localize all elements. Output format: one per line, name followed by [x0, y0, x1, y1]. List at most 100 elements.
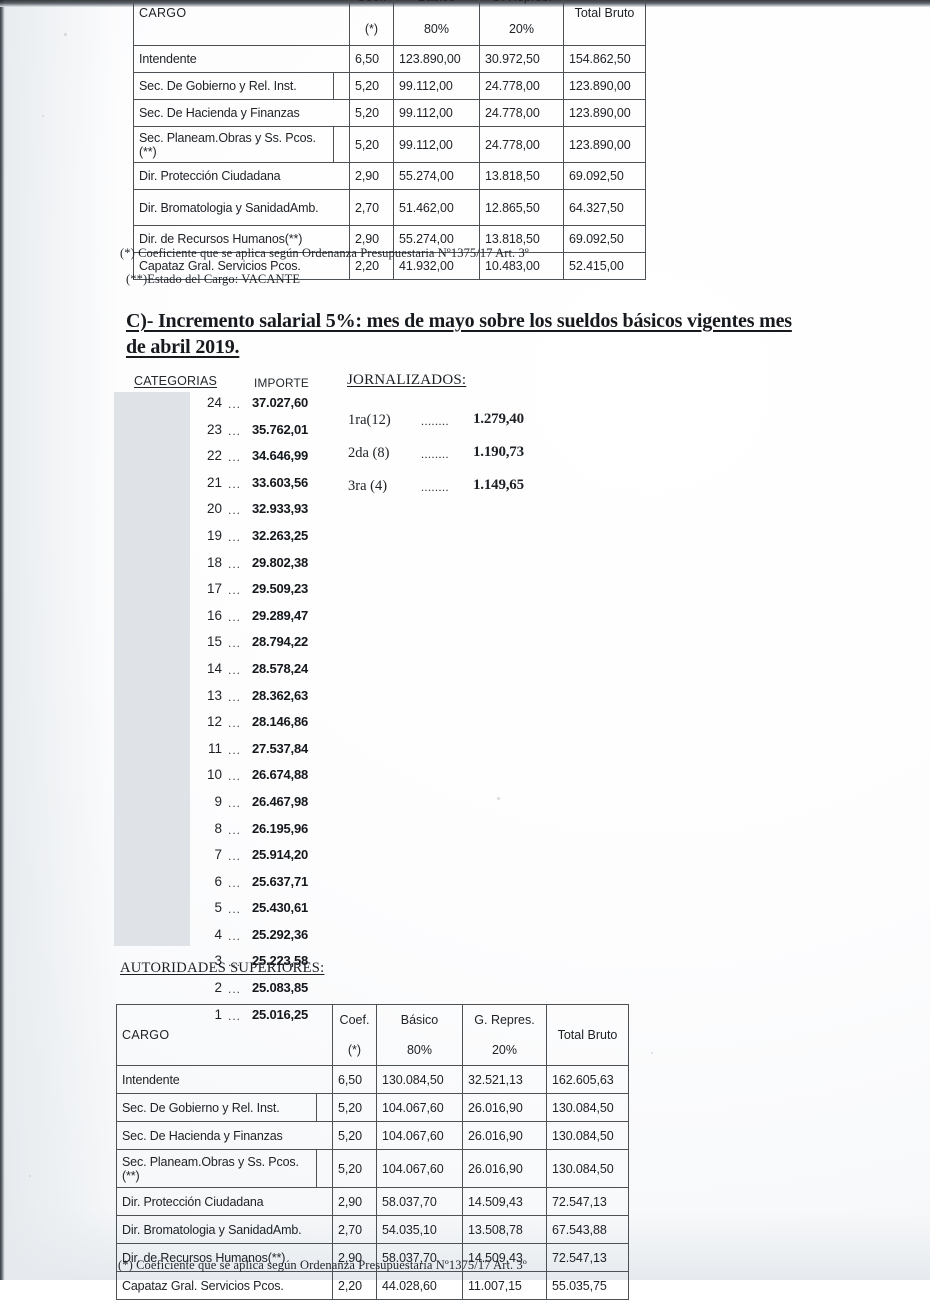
list-item: 7 ... 25.914,20 [128, 844, 328, 871]
leader-dots: ... [228, 928, 242, 943]
header-total-bruto: Total Bruto [563, 0, 646, 46]
cell-repres: 24.778,00 [479, 126, 564, 163]
leader-dots: ... [228, 476, 242, 491]
jornalizados-rows: 1ra(12) ........ 1.279,40 2da (8) ......… [347, 411, 577, 511]
table-row: Sec. De Gobierno y Rel. Inst. 5,20 99.11… [133, 72, 646, 100]
list-item: 4 ... 25.292,36 [128, 924, 328, 951]
categoria-number: 10 [206, 767, 222, 783]
table-row-header-top: CARGO Coef. Básico G. Repres. Total Brut… [133, 0, 646, 46]
jornalizado-label: 2da (8) [348, 445, 390, 461]
leader-dots: ... [228, 742, 242, 757]
categoria-number: 20 [206, 501, 222, 517]
importe-column-highlight [114, 392, 190, 946]
cell-cargo: Capataz Gral. Servicios Pcos. [133, 252, 350, 280]
table-row: Dir. de Recursos Humanos(**) 2,90 58.037… [116, 1243, 629, 1272]
categoria-importe: 26.467,98 [252, 793, 309, 809]
list-item: 2 ... 25.083,85 [128, 977, 328, 1004]
cell-basico: 130.084,50 [376, 1065, 463, 1094]
cell-cargo: Sec. De Hacienda y Finanzas [116, 1121, 333, 1150]
table-row: Sec. Planeam.Obras y Ss. Pcos.(**) 5,20 … [116, 1149, 629, 1188]
cell-coef: 2,70 [332, 1215, 377, 1244]
cell-basico: 58.037,70 [376, 1243, 463, 1272]
table-row: Dir. Bromatologia y SanidadAmb. 2,70 51.… [133, 189, 646, 226]
categoria-number: 16 [206, 607, 222, 623]
cell-basico: 41.932,00 [393, 252, 480, 280]
header-cargo: CARGO [133, 0, 350, 46]
cell-total: 130.084,50 [546, 1121, 629, 1150]
leader-dots: ... [228, 849, 242, 864]
table-row: Sec. De Gobierno y Rel. Inst. 5,20 104.0… [116, 1093, 629, 1122]
categoria-number: 9 [214, 793, 222, 809]
list-item: 23 ... 35.762,01 [128, 419, 328, 446]
leader-dots: ... [228, 955, 242, 970]
header-basico-pct: 80% [393, 13, 480, 46]
list-item: 22 ... 34.646,99 [128, 445, 328, 472]
cell-coef: 5,20 [349, 72, 394, 100]
categoria-importe: 28.794,22 [252, 634, 309, 650]
cell-total: 72.547,13 [546, 1243, 629, 1272]
table-row: Intendente 6,50 130.084,50 32.521,13 162… [116, 1065, 629, 1094]
cell-spacer [316, 1093, 333, 1122]
categoria-importe: 25.430,61 [252, 900, 309, 916]
jornalizado-value: 1.149,65 [473, 477, 524, 493]
header-coef-sub: (*) [349, 13, 394, 46]
header-coef: Coef. [349, 0, 394, 13]
categoria-importe: 25.637,71 [252, 873, 309, 889]
categoria-importe: 29.802,38 [252, 554, 309, 570]
cell-total: 123.890,00 [563, 99, 646, 127]
categoria-number: 6 [214, 873, 222, 889]
categoria-number: 12 [206, 714, 222, 730]
list-item: 2da (8) ........ 1.190,73 [347, 444, 577, 478]
leader-dots: ... [228, 636, 242, 651]
cell-basico: 58.037,70 [376, 1187, 463, 1216]
list-item: 1ra(12) ........ 1.279,40 [347, 411, 577, 445]
cell-spacer [316, 1149, 333, 1188]
categoria-number: 23 [206, 421, 222, 437]
categoria-importe: 32.933,93 [252, 501, 309, 517]
leader-dots: ... [228, 450, 242, 465]
cell-total: 154.862,50 [563, 45, 646, 73]
scan-speck [29, 1175, 31, 1177]
header-importe: IMPORTE [254, 376, 309, 390]
categorias-headers: CATEGORIAS IMPORTE [128, 374, 328, 392]
table-row: Dir. de Recursos Humanos(**) 2,90 55.274… [133, 225, 646, 253]
list-item: 6 ... 25.637,71 [128, 871, 328, 898]
header-basico-pct: 80% [376, 1035, 463, 1066]
cell-repres: 32.521,13 [462, 1065, 547, 1094]
cell-cargo: Intendente [133, 45, 350, 73]
header-coef-sub: (*) [332, 1035, 377, 1066]
list-item: 5 ... 25.430,61 [128, 897, 328, 924]
cell-cargo: Dir. Protección Ciudadana [116, 1187, 333, 1216]
cell-repres: 24.778,00 [479, 72, 564, 100]
cell-basico: 104.067,60 [376, 1121, 463, 1150]
cell-total: 130.084,50 [546, 1093, 629, 1122]
header-repres-pct: 20% [462, 1035, 547, 1066]
cell-coef: 2,90 [349, 162, 394, 190]
list-item: 24 ... 37.027,60 [128, 392, 328, 419]
categoria-importe: 37.027,60 [252, 395, 309, 410]
categoria-importe: 32.263,25 [252, 527, 309, 543]
leader-dots: ... [228, 902, 242, 917]
cell-basico: 99.112,00 [393, 72, 480, 100]
cell-coef: 2,70 [349, 189, 394, 226]
leader-dots: ... [228, 716, 242, 731]
categoria-number: 3 [214, 953, 222, 969]
leader-dots: ... [228, 875, 242, 890]
list-item: 17 ... 29.509,23 [128, 578, 328, 605]
categoria-importe: 35.762,01 [252, 421, 309, 437]
jornalizado-value: 1.190,73 [473, 444, 524, 460]
categoria-number: 8 [214, 820, 222, 836]
cell-total: 69.092,50 [563, 162, 646, 190]
list-item: 15 ... 28.794,22 [128, 631, 328, 658]
cell-basico: 123.890,00 [393, 45, 480, 73]
leader-dots: ... [228, 397, 242, 411]
cell-total: 64.327,50 [563, 189, 646, 226]
cell-repres: 11.007,15 [462, 1271, 547, 1300]
cell-total: 69.092,50 [563, 225, 646, 253]
list-item: 19 ... 32.263,25 [128, 525, 328, 552]
header-g-repres: G. Repres. [462, 1004, 547, 1035]
cell-coef: 6,50 [332, 1065, 377, 1094]
cell-repres: 13.508,78 [462, 1215, 547, 1244]
cell-coef: 6,50 [349, 45, 394, 73]
